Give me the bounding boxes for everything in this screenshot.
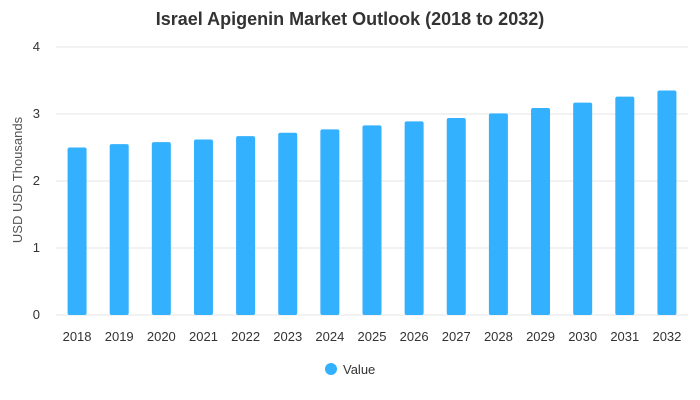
y-tick-label: 4 [33, 39, 40, 54]
y-tick-label: 1 [33, 240, 40, 255]
bar-2019[interactable] [109, 144, 129, 315]
x-tick-label: 2022 [231, 329, 260, 344]
bar-2029[interactable] [531, 107, 551, 315]
x-tick-label: 2026 [400, 329, 429, 344]
bar-2028[interactable] [488, 113, 508, 315]
x-tick-label: 2031 [610, 329, 639, 344]
bar-2018[interactable] [67, 147, 87, 316]
x-tick-label: 2018 [63, 329, 92, 344]
y-axis-label: USD USD Thousands [10, 116, 25, 243]
bar-2027[interactable] [446, 118, 466, 316]
bar-2022[interactable] [236, 136, 256, 315]
bars [67, 90, 677, 316]
bar-2021[interactable] [193, 139, 213, 315]
y-tick-label: 2 [33, 173, 40, 188]
x-tick-label: 2027 [442, 329, 471, 344]
y-tick-label: 0 [33, 307, 40, 322]
bar-2024[interactable] [320, 129, 340, 315]
x-tick-label: 2020 [147, 329, 176, 344]
bar-2031[interactable] [615, 96, 635, 315]
x-tick-label: 2028 [484, 329, 513, 344]
x-tick-label: 2023 [273, 329, 302, 344]
x-tick-label: 2032 [652, 329, 681, 344]
chart-title: Israel Apigenin Market Outlook (2018 to … [156, 9, 544, 29]
bar-2020[interactable] [151, 142, 171, 315]
legend-label: Value [343, 362, 375, 377]
bar-2023[interactable] [278, 132, 298, 315]
legend-swatch [325, 363, 337, 375]
y-axis-ticks: 0 1 2 3 4 [33, 39, 40, 322]
x-tick-label: 2024 [315, 329, 344, 344]
x-tick-label: 2030 [568, 329, 597, 344]
bar-2026[interactable] [404, 121, 424, 316]
bar-2030[interactable] [573, 102, 593, 315]
x-axis-ticks: 2018 2019 2020 2021 2022 2023 2024 2025 2026 2027… [63, 329, 682, 344]
x-tick-label: 2019 [105, 329, 134, 344]
x-tick-label: 2021 [189, 329, 218, 344]
bar-2032[interactable] [657, 90, 677, 315]
x-tick-label: 2029 [526, 329, 555, 344]
legend[interactable]: Value [325, 362, 375, 377]
bar-2025[interactable] [362, 125, 382, 315]
y-tick-label: 3 [33, 106, 40, 121]
x-tick-label: 2025 [358, 329, 387, 344]
